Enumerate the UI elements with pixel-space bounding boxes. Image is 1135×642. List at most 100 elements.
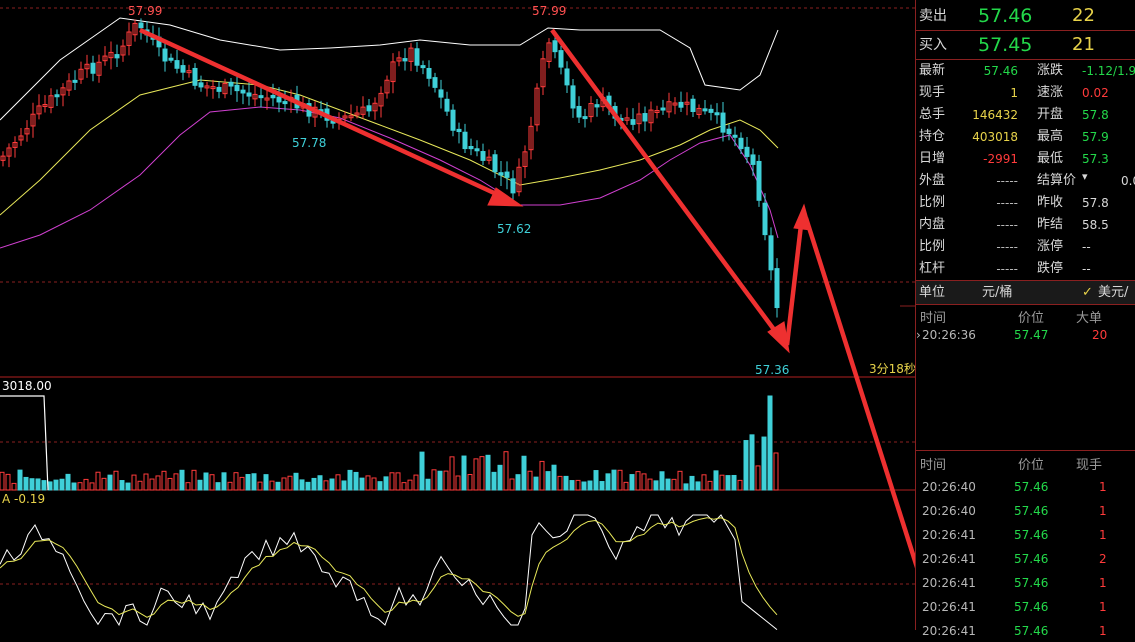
volume-bar — [509, 478, 515, 491]
volume-bar — [77, 482, 83, 491]
volume-bar — [113, 470, 119, 491]
bid-row[interactable]: 买入 57.45 21 — [916, 31, 1135, 59]
volume-bar — [557, 475, 563, 491]
volume-bar — [401, 482, 407, 491]
volume-bar — [515, 474, 521, 491]
volume-bar — [377, 481, 383, 491]
volume-bar — [197, 479, 203, 491]
volume-bar — [47, 481, 53, 491]
volume-bar — [167, 477, 173, 491]
col-size: 现手 — [1076, 458, 1103, 473]
volume-bar — [689, 475, 695, 491]
volume-bar — [419, 451, 425, 491]
candle-body — [498, 172, 504, 176]
candle-body — [390, 61, 396, 83]
volume-bar — [551, 464, 557, 491]
candle-body — [636, 113, 642, 125]
volume-bar — [89, 482, 95, 491]
stat-row: 现手 1 速涨 0.02 — [916, 82, 1135, 104]
candle-body — [354, 112, 360, 116]
volume-bar — [731, 474, 737, 491]
col-size: 大单 — [1076, 311, 1103, 326]
col-price: 价位 — [1018, 311, 1045, 326]
tick-row[interactable]: 20:26:41 57.46 1 — [916, 596, 1135, 618]
stat-value: ----- — [996, 262, 1018, 276]
candle-body — [438, 89, 444, 98]
ask-row[interactable]: 卖出 57.46 22 — [916, 2, 1135, 30]
col-time: 时间 — [920, 311, 947, 326]
candle-body — [348, 115, 354, 119]
candle-body — [558, 50, 564, 68]
candle-body — [486, 156, 492, 161]
low-label: 57.62 — [497, 222, 531, 236]
candle-body — [222, 82, 228, 95]
volume-bar — [293, 472, 299, 491]
volume-bar — [659, 471, 665, 491]
volume-bar — [443, 470, 449, 491]
stat-label: 昨收 — [1037, 195, 1064, 210]
divider — [916, 30, 1135, 31]
stat-value: ----- — [996, 174, 1018, 188]
volume-bar — [737, 479, 743, 491]
volume-bar — [107, 474, 113, 491]
big-order-row[interactable]: › 20:26:36 57.47 20 — [916, 328, 1135, 346]
volume-bar — [287, 475, 293, 491]
tick-row[interactable]: 20:26:41 57.46 2 — [916, 548, 1135, 570]
low-label: 57.36 — [755, 363, 789, 377]
tick-row[interactable]: 20:26:41 57.46 1 — [916, 572, 1135, 594]
volume-bar — [653, 480, 659, 491]
divider — [916, 59, 1135, 60]
big-order-time: 20:26:36 — [922, 328, 976, 342]
candle-body — [402, 58, 408, 62]
candle-body — [186, 70, 192, 74]
volume-bar — [101, 477, 107, 491]
tick-size: 1 — [1099, 600, 1107, 614]
tick-row[interactable]: 20:26:41 57.46 1 — [916, 620, 1135, 642]
candle-body — [450, 109, 456, 131]
quote-panel: 卖出 57.46 22 买入 57.45 21 最新 57.46 涨跌 -1.12/1… — [915, 0, 1135, 638]
volume-bar — [437, 470, 443, 491]
tick-time: 20:26:41 — [922, 600, 976, 614]
volume-bar — [71, 482, 77, 491]
candle-body — [474, 148, 480, 152]
candle-body — [126, 31, 132, 46]
divider — [916, 450, 1135, 451]
volume-bar — [383, 476, 389, 491]
volume-bar — [149, 478, 155, 491]
tick-row[interactable]: 20:26:41 57.46 1 — [916, 524, 1135, 546]
candle-body — [6, 147, 12, 157]
candle-body — [444, 98, 450, 112]
candle-body — [432, 77, 438, 88]
stat-value: -- — [1082, 262, 1091, 276]
volume-bar — [323, 480, 329, 491]
tick-time: 20:26:41 — [922, 576, 976, 590]
tick-row[interactable]: 20:26:40 57.46 1 — [916, 500, 1135, 522]
candle-body — [42, 103, 48, 107]
volume-bar — [281, 477, 287, 491]
volume-bar — [503, 451, 509, 491]
volume-bar — [491, 471, 497, 491]
candle-body — [102, 55, 108, 62]
volume-bar — [359, 477, 365, 491]
candle-body — [672, 102, 678, 106]
volume-bar — [35, 478, 41, 491]
bollinger-upper-line — [0, 17, 779, 121]
tick-time: 20:26:41 — [922, 528, 976, 542]
price-chart: 57.99 57.99 57.78 57.62 57.36 3分18秒 3018… — [0, 4, 915, 630]
volume-bar — [305, 481, 311, 491]
volume-bar — [677, 470, 683, 491]
volume-bar — [761, 436, 767, 491]
volume-bar — [617, 469, 623, 491]
volume-bar — [131, 474, 137, 491]
volume-bar — [11, 482, 17, 491]
volume-axis-label: 3018.00 — [2, 379, 52, 393]
tick-row[interactable]: 20:26:40 57.46 1 — [916, 476, 1135, 498]
unit-row[interactable]: 单位 元/桶 ✓ 美元/ — [916, 281, 1135, 304]
volume-bar — [23, 476, 29, 491]
candle-body — [774, 268, 780, 309]
chevron-down-icon[interactable]: ▾ — [1082, 170, 1088, 183]
candle-body — [96, 61, 102, 76]
candle-body — [660, 107, 666, 111]
volume-bar — [311, 477, 317, 491]
stat-value: ----- — [996, 240, 1018, 254]
